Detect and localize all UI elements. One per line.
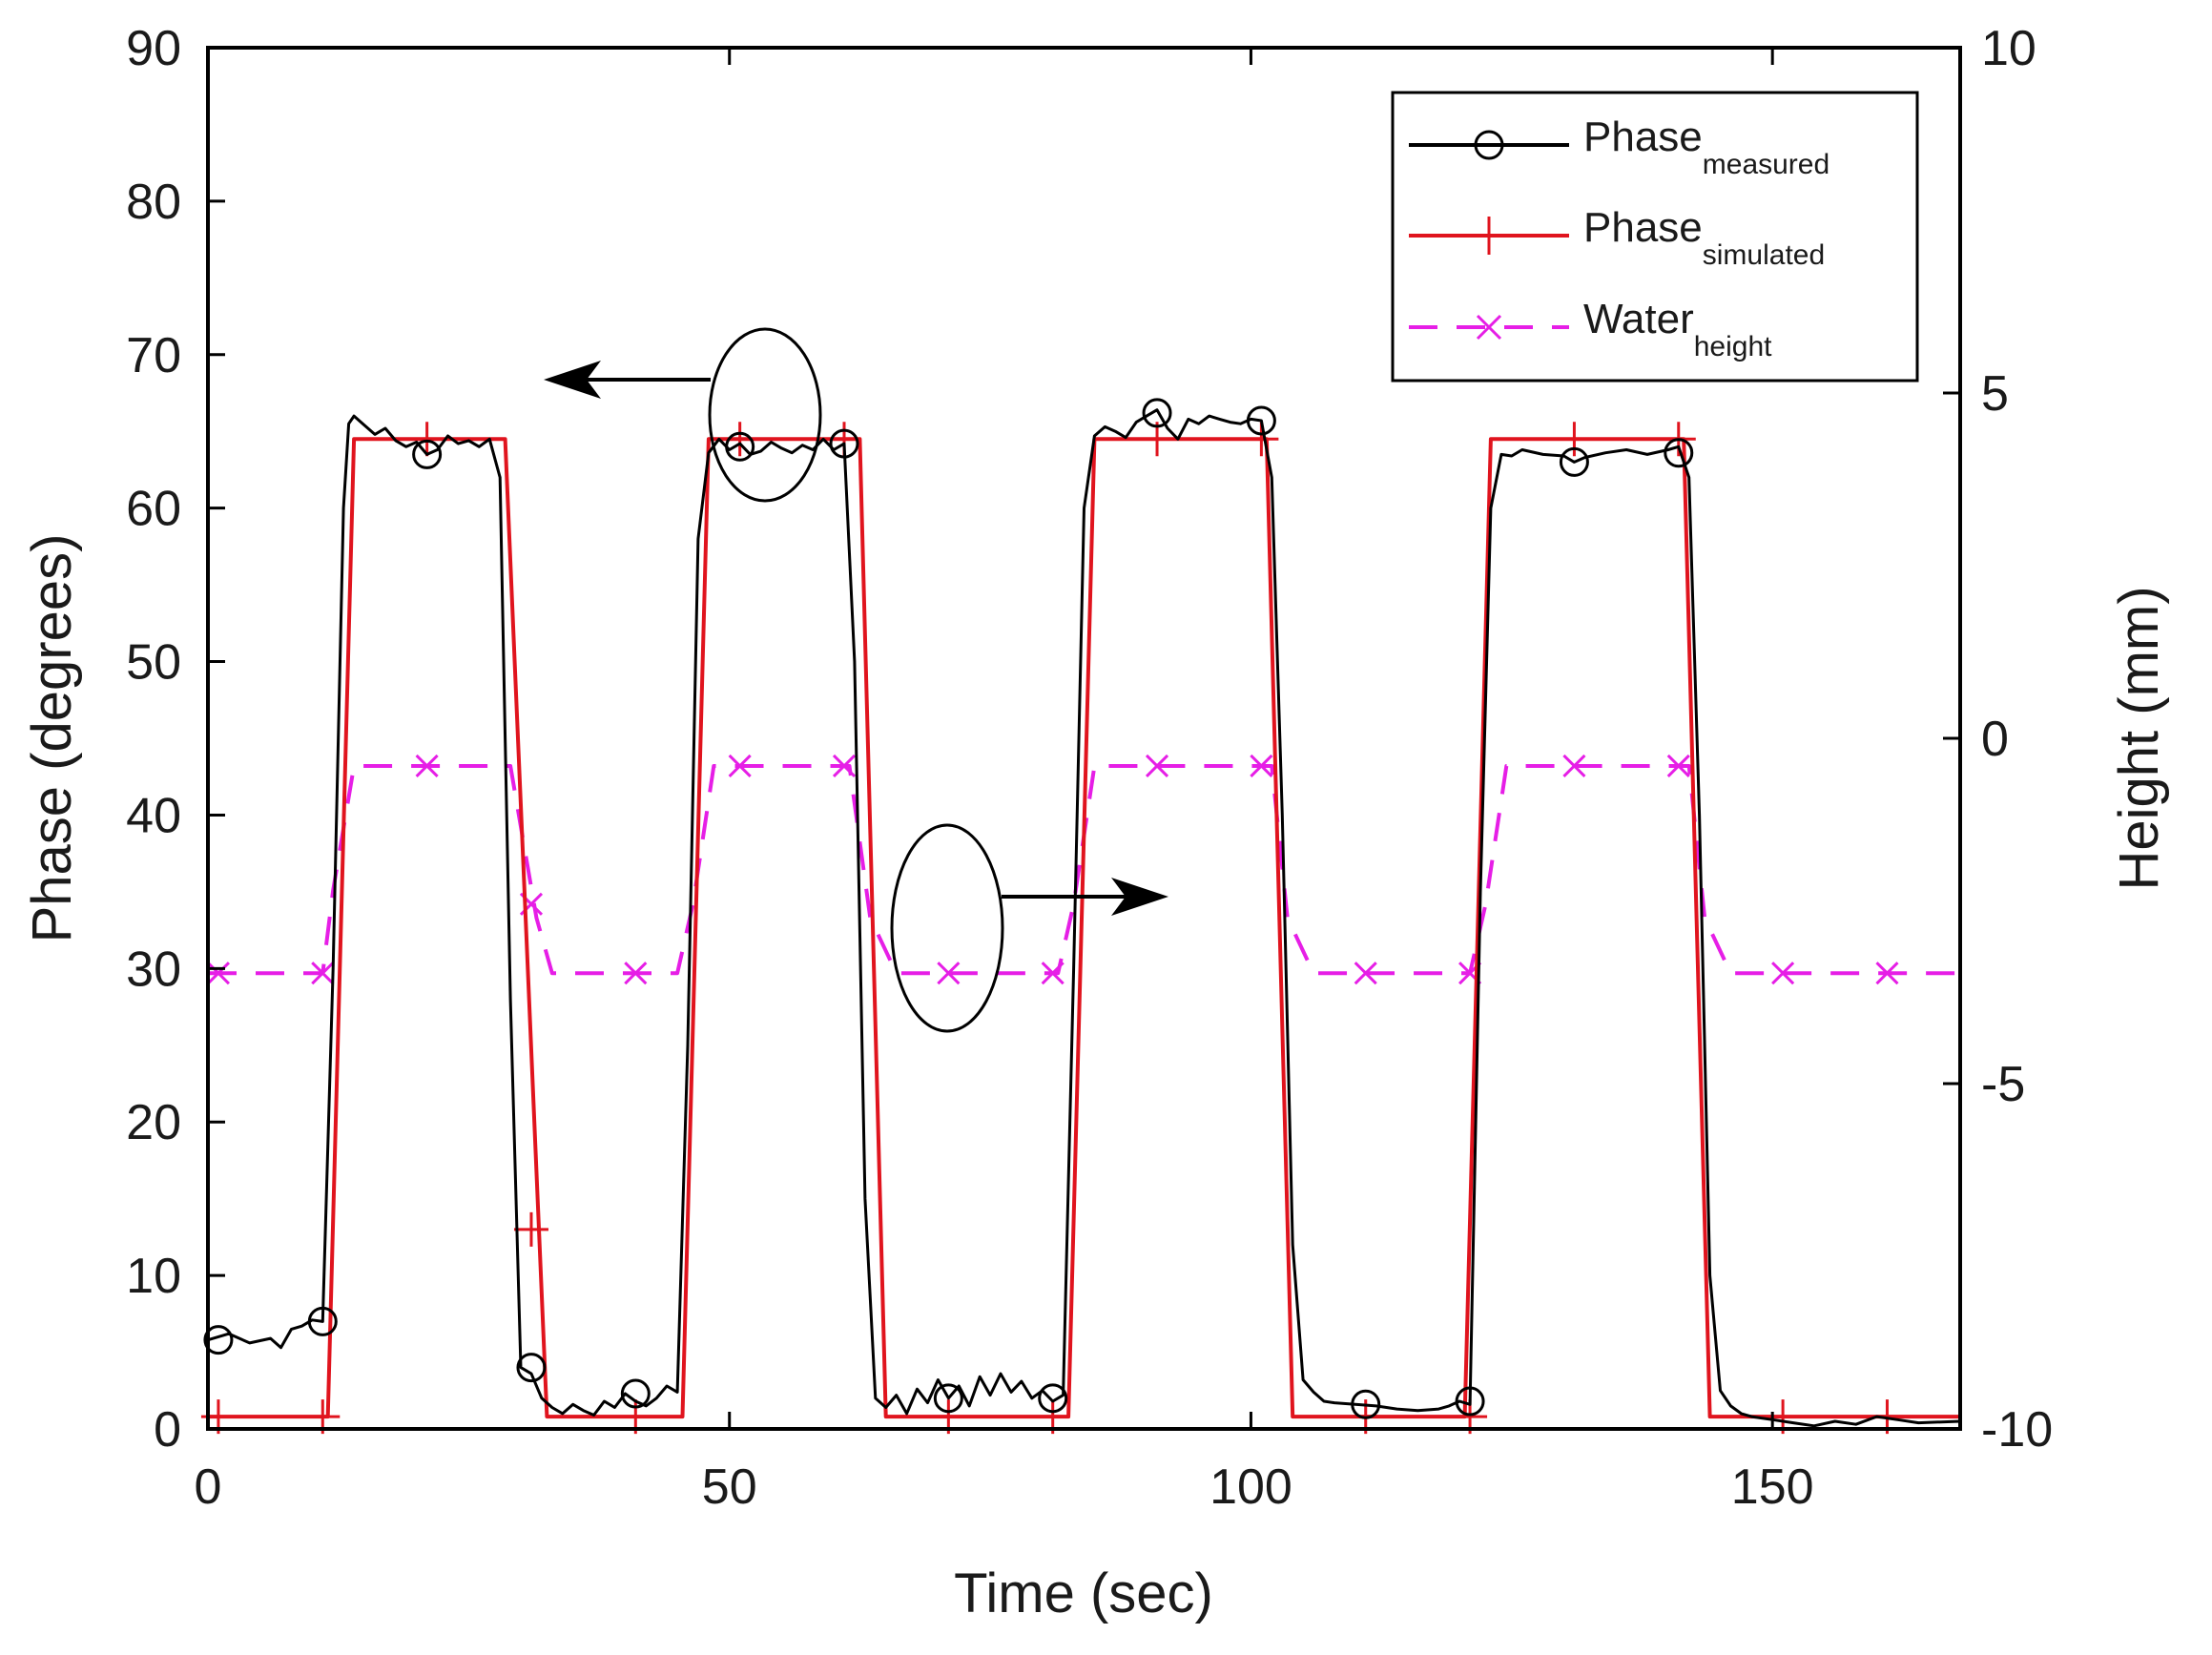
data-point-measured xyxy=(1038,1383,1068,1414)
y-left-tick-label: 70 xyxy=(126,328,181,383)
data-point-simulated xyxy=(409,422,444,457)
data-point-water xyxy=(1041,962,1065,985)
y-right-tick-label: -10 xyxy=(1981,1402,2053,1458)
data-point-measured xyxy=(1559,446,1589,477)
legend-base-water: Water xyxy=(1583,296,1694,342)
data-point-measured xyxy=(620,1378,651,1409)
y-right-axis-label: Height (mm) xyxy=(2108,586,2170,890)
y-right-tick-label: 5 xyxy=(1981,366,2009,422)
y-left-tick-label: 10 xyxy=(126,1249,181,1304)
data-point-water xyxy=(1562,754,1586,778)
annotation-ellipse-left-axis xyxy=(708,327,822,503)
x-tick-label: 50 xyxy=(702,1459,757,1515)
data-point-water xyxy=(624,962,648,985)
legend: Phasemeasured Phasesimulated Waterheight xyxy=(1391,91,1919,383)
annotations xyxy=(544,327,1168,1033)
data-point-water xyxy=(415,754,439,778)
y-right-tick-label: 10 xyxy=(1981,21,2036,76)
data-point-water xyxy=(1250,754,1273,778)
y-left-tick-label: 80 xyxy=(126,175,181,230)
series-water-height xyxy=(206,754,1960,985)
legend-marker-x xyxy=(1476,314,1502,341)
data-point-simulated xyxy=(1557,422,1592,457)
data-point-simulated xyxy=(513,1211,548,1247)
data-point-water xyxy=(937,962,961,985)
data-point-measured xyxy=(516,1353,547,1383)
y-left-tick-label: 40 xyxy=(126,788,181,843)
legend-label-measured: Phasemeasured xyxy=(1583,114,1830,180)
data-point-measured xyxy=(412,439,443,469)
data-point-water xyxy=(206,962,230,985)
y-right-ticks: -10 -5 0 5 10 xyxy=(1943,21,2053,1458)
data-point-measured xyxy=(933,1383,963,1414)
data-point-measured xyxy=(829,428,859,459)
x-tick-label: 100 xyxy=(1209,1459,1292,1515)
data-point-measured xyxy=(203,1325,234,1355)
data-point-measured xyxy=(1351,1389,1381,1419)
data-point-water xyxy=(311,962,335,985)
legend-item-measured: Phasemeasured xyxy=(1409,114,1830,180)
y-left-ticks: 0 10 20 30 40 50 60 70 80 90 xyxy=(126,21,225,1458)
y-right-tick-label: 0 xyxy=(1981,712,2009,767)
x-tick-label: 0 xyxy=(195,1459,222,1515)
data-point-water xyxy=(1354,962,1377,985)
series-layer xyxy=(200,398,1961,1435)
y-left-tick-label: 20 xyxy=(126,1095,181,1150)
y-left-tick-label: 30 xyxy=(126,941,181,997)
data-point-measured xyxy=(307,1306,338,1336)
x-tick-label: 150 xyxy=(1731,1459,1814,1515)
legend-item-water: Waterheight xyxy=(1409,296,1772,362)
series-line-phase-measured xyxy=(207,408,1961,1428)
annotation-arrow-left-head xyxy=(544,361,601,399)
series-line-water-height xyxy=(208,764,1960,976)
legend-sub-water: height xyxy=(1694,331,1772,362)
data-point-measured xyxy=(725,431,755,462)
legend-label-water: Waterheight xyxy=(1583,296,1772,362)
data-point-water xyxy=(728,754,752,778)
y-right-tick-label: -5 xyxy=(1981,1057,2025,1112)
legend-marker-plus xyxy=(1470,217,1508,255)
data-point-water xyxy=(1875,962,1899,985)
series-line-phase-simulated xyxy=(208,437,1960,1419)
data-point-water xyxy=(832,754,857,778)
annotation-arrow-right-head xyxy=(1111,878,1168,916)
x-ticks: 0 50 100 150 xyxy=(195,48,1814,1515)
legend-label-simulated: Phasesimulated xyxy=(1583,204,1825,271)
data-point-measured xyxy=(1246,405,1276,436)
y-left-axis-label: Phase (degrees) xyxy=(21,534,83,943)
data-point-measured xyxy=(1664,438,1694,468)
annotation-ellipse-right-axis xyxy=(890,823,1004,1033)
legend-base-measured: Phase xyxy=(1583,114,1703,160)
series-phase-simulated xyxy=(200,422,1960,1435)
legend-base-simulated: Phase xyxy=(1583,204,1703,251)
legend-marker-circle xyxy=(1474,130,1504,160)
data-point-water xyxy=(1771,962,1795,985)
data-point-water xyxy=(1666,754,1690,778)
legend-sub-simulated: simulated xyxy=(1703,239,1825,271)
y-left-tick-label: 90 xyxy=(126,21,181,76)
series-phase-measured xyxy=(203,398,1961,1428)
data-point-measured xyxy=(1455,1386,1485,1417)
x-axis-label: Time (sec) xyxy=(954,1562,1213,1624)
data-point-measured xyxy=(1142,398,1172,428)
y-left-tick-label: 50 xyxy=(126,635,181,691)
data-point-water xyxy=(1145,754,1169,778)
y-left-tick-label: 60 xyxy=(126,482,181,537)
legend-item-simulated: Phasesimulated xyxy=(1409,204,1825,271)
legend-sub-measured: measured xyxy=(1703,149,1830,180)
y-left-tick-label: 0 xyxy=(154,1402,181,1458)
